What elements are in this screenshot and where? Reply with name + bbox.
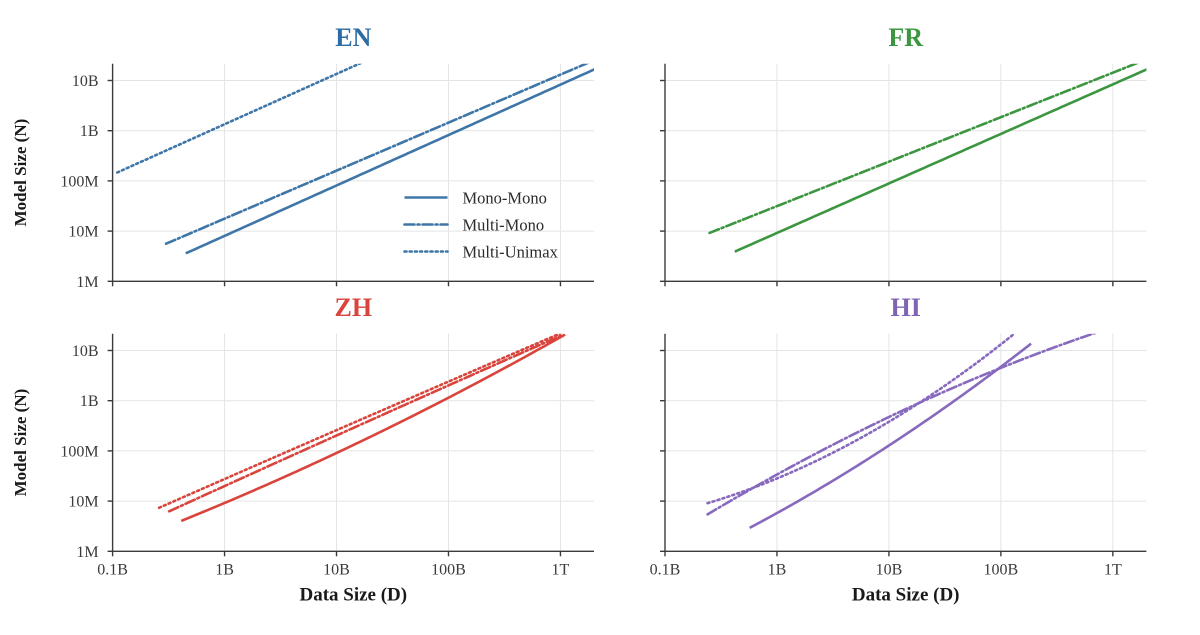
svg-text:Multi-Unimax: Multi-Unimax (463, 243, 559, 262)
svg-text:Data Size (D): Data Size (D) (299, 584, 407, 605)
svg-text:100M: 100M (60, 443, 98, 460)
svg-text:1M: 1M (76, 544, 98, 561)
svg-text:10B: 10B (72, 343, 99, 360)
svg-text:Model Size (N): Model Size (N) (11, 119, 30, 227)
svg-text:10M: 10M (68, 494, 98, 511)
svg-text:1B: 1B (768, 561, 787, 578)
svg-text:10B: 10B (876, 561, 903, 578)
svg-text:10M: 10M (68, 224, 98, 241)
svg-text:1B: 1B (80, 123, 99, 140)
svg-text:Multi-Mono: Multi-Mono (463, 216, 545, 235)
svg-text:100B: 100B (984, 561, 1019, 578)
svg-text:1T: 1T (1104, 561, 1122, 578)
svg-text:HI: HI (891, 293, 921, 322)
svg-text:1B: 1B (215, 561, 234, 578)
svg-text:1B: 1B (80, 393, 99, 410)
svg-text:FR: FR (888, 23, 923, 52)
svg-text:Data Size (D): Data Size (D) (852, 584, 960, 605)
svg-text:EN: EN (335, 23, 371, 52)
svg-text:0.1B: 0.1B (650, 561, 681, 578)
svg-text:ZH: ZH (335, 293, 373, 322)
svg-text:Mono-Mono: Mono-Mono (463, 189, 547, 208)
svg-text:100M: 100M (60, 173, 98, 190)
svg-text:100B: 100B (431, 561, 466, 578)
svg-text:10B: 10B (323, 561, 350, 578)
svg-text:10B: 10B (72, 73, 99, 90)
svg-text:Model Size (N): Model Size (N) (11, 389, 30, 497)
svg-text:1M: 1M (76, 274, 98, 291)
svg-text:0.1B: 0.1B (97, 561, 128, 578)
svg-text:1T: 1T (552, 561, 570, 578)
